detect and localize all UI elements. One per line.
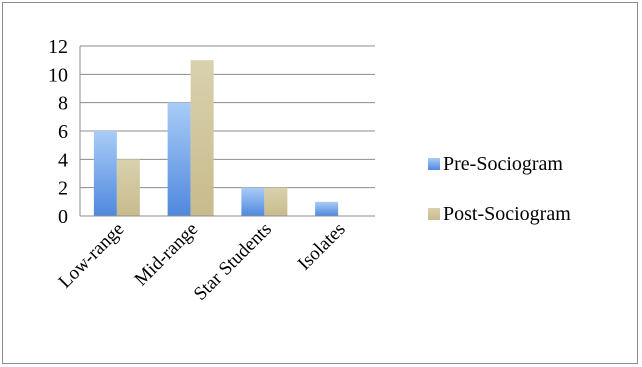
legend-label: Post-Sociogram	[443, 203, 571, 225]
x-category-label: Isolates	[294, 219, 350, 275]
legend-swatch-post-sociogram	[428, 208, 440, 220]
x-category-label: Low-range	[55, 219, 129, 293]
bar-pre-sociogram-low-range	[93, 131, 117, 216]
legend-swatch-pre-sociogram	[428, 158, 440, 170]
y-tick-label: 10	[48, 64, 68, 86]
y-tick-label: 8	[58, 93, 68, 115]
bar-post-sociogram-star-students	[264, 187, 288, 216]
bar-post-sociogram-low-range	[116, 159, 140, 216]
bar-pre-sociogram-mid-range	[167, 102, 191, 216]
legend-label: Pre-Sociogram	[443, 153, 563, 175]
y-tick-label: 2	[58, 178, 68, 200]
y-tick-label: 4	[58, 149, 68, 171]
y-tick-label: 0	[58, 206, 68, 228]
bar-post-sociogram-mid-range	[190, 60, 214, 216]
y-tick-label: 6	[58, 121, 68, 143]
x-category-label: Mid-range	[131, 219, 203, 291]
bar-pre-sociogram-isolates	[315, 201, 339, 216]
x-category-label: Star Students	[190, 219, 276, 305]
y-tick-label: 12	[48, 36, 68, 58]
bar-pre-sociogram-star-students	[241, 187, 265, 216]
